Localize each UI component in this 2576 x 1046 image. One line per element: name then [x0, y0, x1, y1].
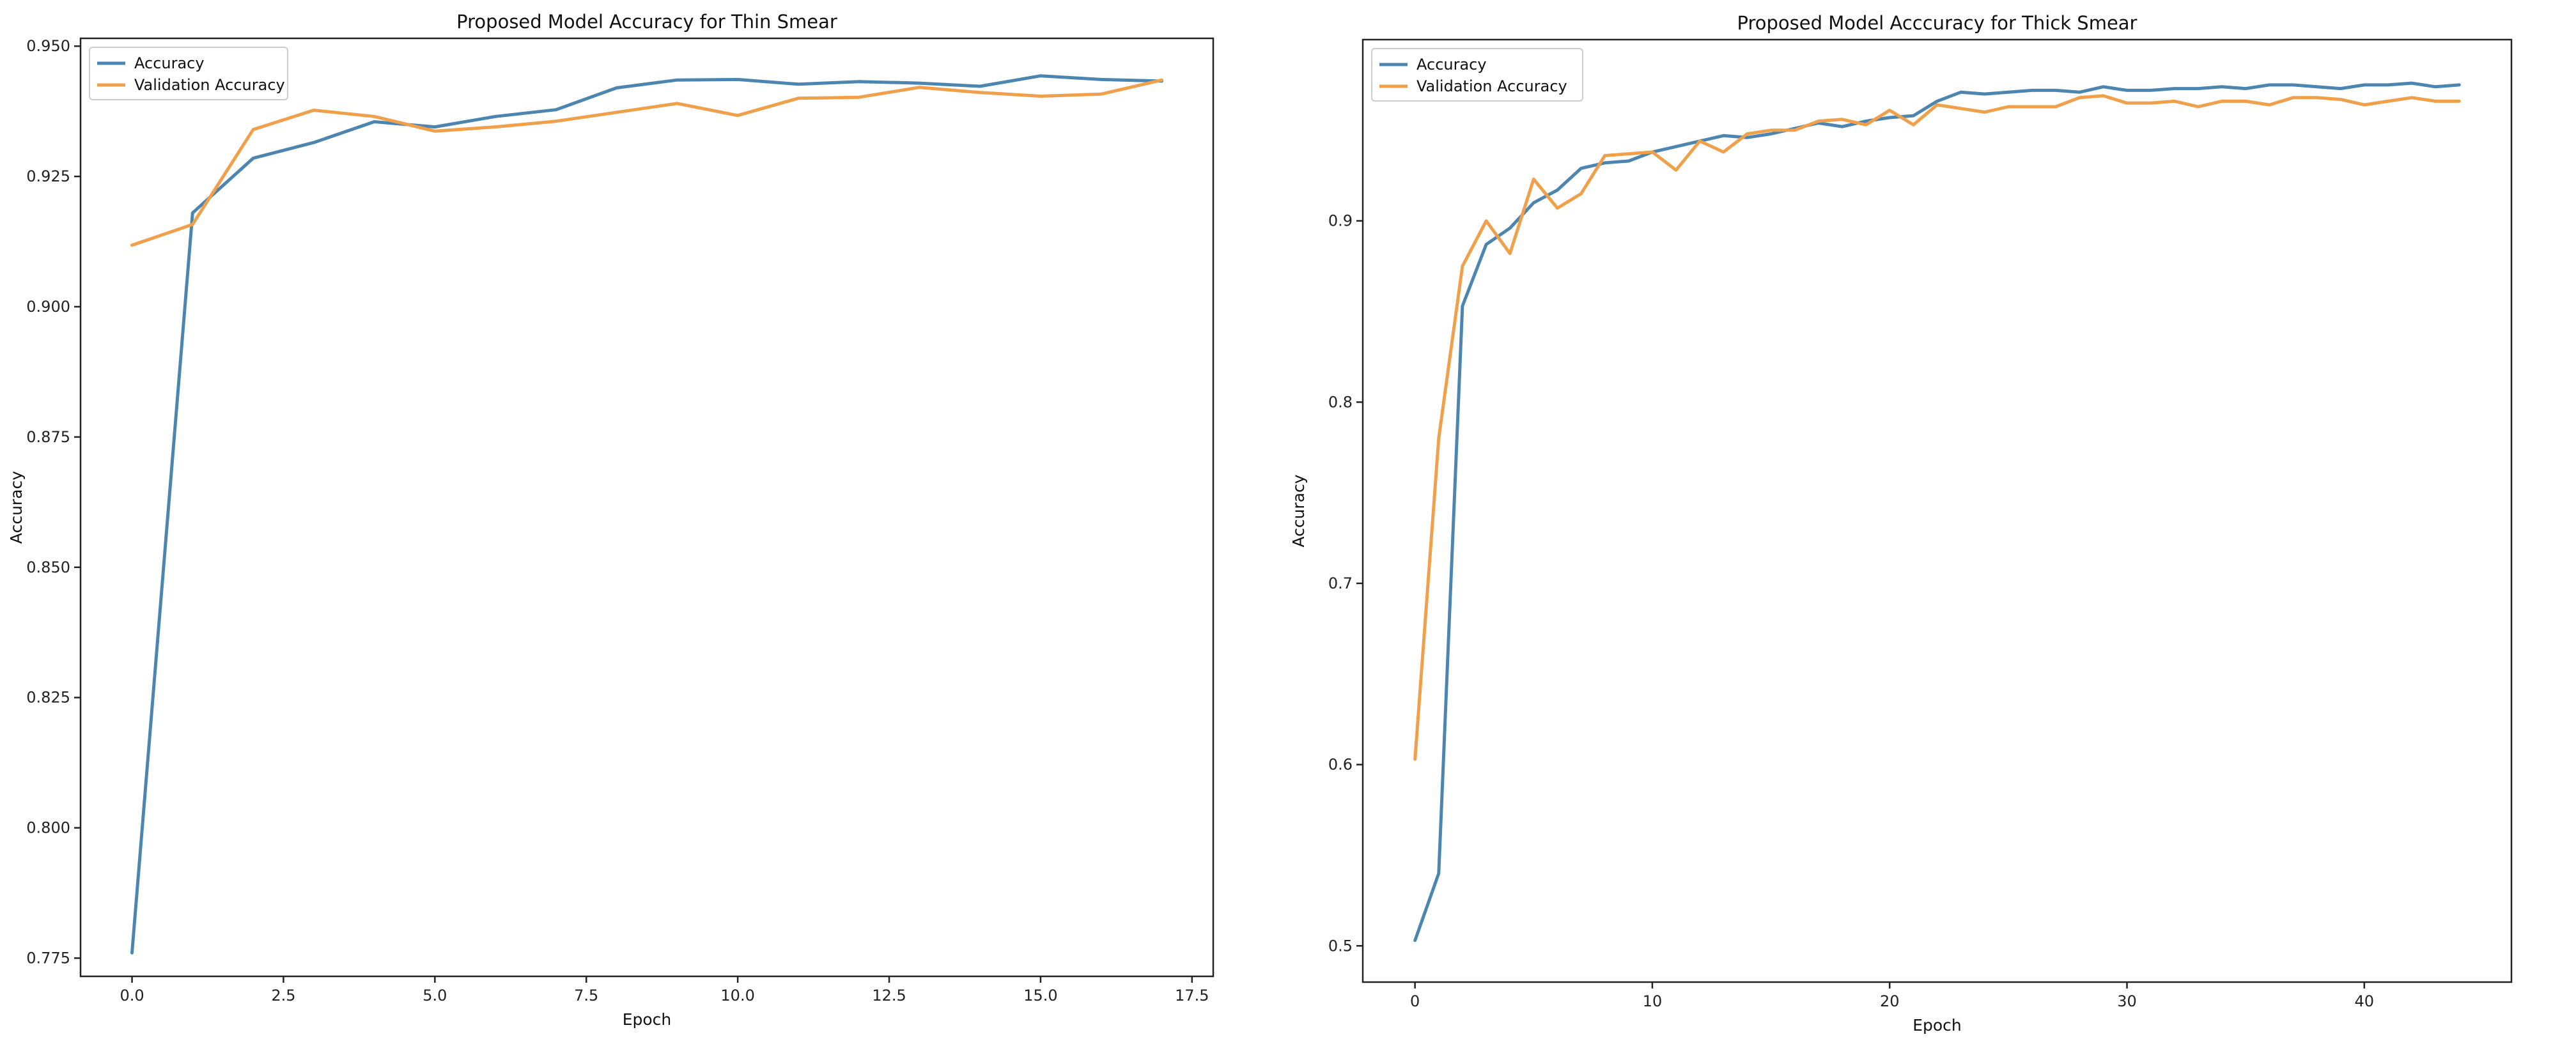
y-axis-label: Accuracy [1289, 474, 1308, 547]
x-tick-label: 15.0 [1023, 987, 1057, 1004]
x-tick-label: 2.5 [271, 987, 295, 1004]
y-tick-label: 0.850 [26, 558, 70, 576]
x-tick-label: 10.0 [720, 987, 754, 1004]
x-tick-label: 7.5 [574, 987, 598, 1004]
legend-accuracy-label: Accuracy [1416, 56, 1487, 73]
legend-validation-label: Validation Accuracy [134, 76, 285, 94]
validation-accuracy-series-line [1413, 94, 2461, 761]
thick-smear-chart-panel: Proposed Model Acccuracy for Thick Smear… [1288, 0, 2576, 1046]
y-tick-label: 0.775 [26, 949, 70, 967]
accuracy-series-line [130, 74, 1163, 955]
legend-accuracy-label: Accuracy [134, 54, 205, 72]
validation-accuracy-series-line [130, 78, 1163, 247]
x-axis-label: Epoch [623, 1010, 672, 1029]
x-tick-label: 30 [2117, 992, 2137, 1010]
y-tick-label: 0.7 [1328, 574, 1353, 592]
y-tick-label: 0.825 [26, 689, 70, 707]
x-tick-label: 0 [1410, 992, 1420, 1010]
y-tick-label: 0.950 [26, 37, 70, 55]
legend-box [1371, 48, 1583, 102]
legend-validation-label: Validation Accuracy [1416, 77, 1567, 95]
y-tick-label: 0.875 [26, 428, 70, 446]
thin-smear-accuracy-chart: Proposed Model Accuracy for Thin Smear Ep… [7, 11, 1214, 1029]
x-tick-label: 12.5 [872, 987, 906, 1004]
y-axis-label: Accuracy [7, 471, 26, 544]
x-tick-label: 20 [1880, 992, 1900, 1010]
y-tick-label: 0.6 [1328, 756, 1353, 774]
chart-title: Proposed Model Accuracy for Thin Smear [456, 11, 837, 33]
plot-area-frame [1362, 38, 2513, 983]
y-tick-label: 0.900 [26, 298, 70, 316]
chart-title: Proposed Model Acccuracy for Thick Smear [1737, 12, 2138, 34]
y-tick-label: 0.5 [1328, 937, 1353, 955]
y-tick-label: 0.8 [1328, 393, 1353, 411]
thick-smear-accuracy-chart: Proposed Model Acccuracy for Thick Smear… [1289, 12, 2513, 1034]
thin-smear-chart-panel: Proposed Model Accuracy for Thin Smear Ep… [7, 11, 1214, 1029]
y-tick-label: 0.9 [1328, 212, 1353, 230]
x-tick-label: 40 [2355, 992, 2375, 1010]
x-tick-label: 17.5 [1175, 987, 1209, 1004]
plot-area-frame [79, 37, 1214, 978]
x-tick-label: 0.0 [120, 987, 144, 1004]
y-tick-label: 0.925 [26, 167, 70, 185]
accuracy-series-line [1413, 81, 2461, 942]
x-tick-label: 10 [1643, 992, 1663, 1010]
x-axis-label: Epoch [1913, 1016, 1962, 1034]
x-tick-label: 5.0 [423, 987, 447, 1004]
legend-box [89, 47, 288, 100]
y-tick-label: 0.800 [26, 819, 70, 837]
